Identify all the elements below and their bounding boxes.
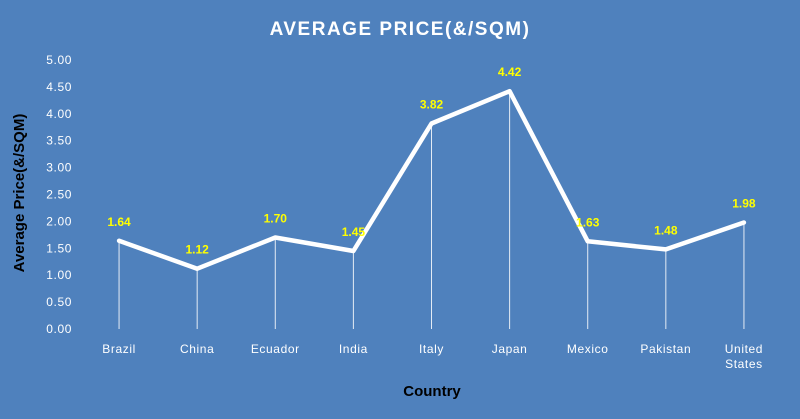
data-label: 4.42 — [498, 65, 522, 79]
x-tick-label: China — [180, 342, 214, 356]
x-tick-label: Pakistan — [640, 342, 691, 356]
x-tick-label: Japan — [492, 342, 528, 356]
data-label: 1.45 — [342, 225, 366, 239]
x-tick-label: Italy — [419, 342, 444, 356]
y-axis-ticks: 0.00 0.50 1.00 1.50 2.00 2.50 3.00 3.50 4.00 4.50… — [46, 53, 72, 336]
y-tick-label: 0.00 — [46, 322, 72, 336]
data-labels: 1.64 1.12 1.70 1.45 3.82 4.42 1.63 1.48 1.98 — [107, 65, 756, 257]
data-label: 1.98 — [732, 196, 756, 210]
data-label: 1.63 — [576, 215, 600, 229]
x-tick-label: Mexico — [567, 342, 609, 356]
data-label: 1.70 — [264, 212, 288, 226]
x-tick-label: United States — [725, 342, 763, 371]
x-axis-ticks: Brazil China Ecuador India Italy Japan Mexico P… — [102, 342, 763, 371]
data-label: 3.82 — [420, 97, 444, 111]
data-label: 1.12 — [185, 243, 209, 257]
data-label: 1.64 — [107, 215, 131, 229]
x-tick-label: Brazil — [102, 342, 136, 356]
y-tick-label: 2.00 — [46, 214, 72, 228]
chart-title: AVERAGE PRICE(&/SQM) — [270, 19, 531, 40]
y-tick-label: 4.00 — [46, 107, 72, 121]
series-line — [116, 88, 747, 271]
data-label: 1.48 — [654, 223, 678, 237]
y-tick-label: 3.50 — [46, 134, 72, 148]
y-tick-label: 3.00 — [46, 161, 72, 175]
y-tick-label: 1.50 — [46, 241, 72, 255]
y-tick-label: 5.00 — [46, 53, 72, 67]
x-tick-label: India — [339, 342, 368, 356]
y-tick-label: 2.50 — [46, 188, 72, 202]
y-tick-label: 0.50 — [46, 295, 72, 309]
y-axis-title: Average Price(&/SQM) — [11, 114, 28, 273]
drop-lines — [118, 91, 745, 329]
y-tick-label: 4.50 — [46, 80, 72, 94]
x-axis-title: Country — [403, 383, 461, 400]
y-tick-label: 1.00 — [46, 268, 72, 282]
x-tick-label: Ecuador — [251, 342, 300, 356]
